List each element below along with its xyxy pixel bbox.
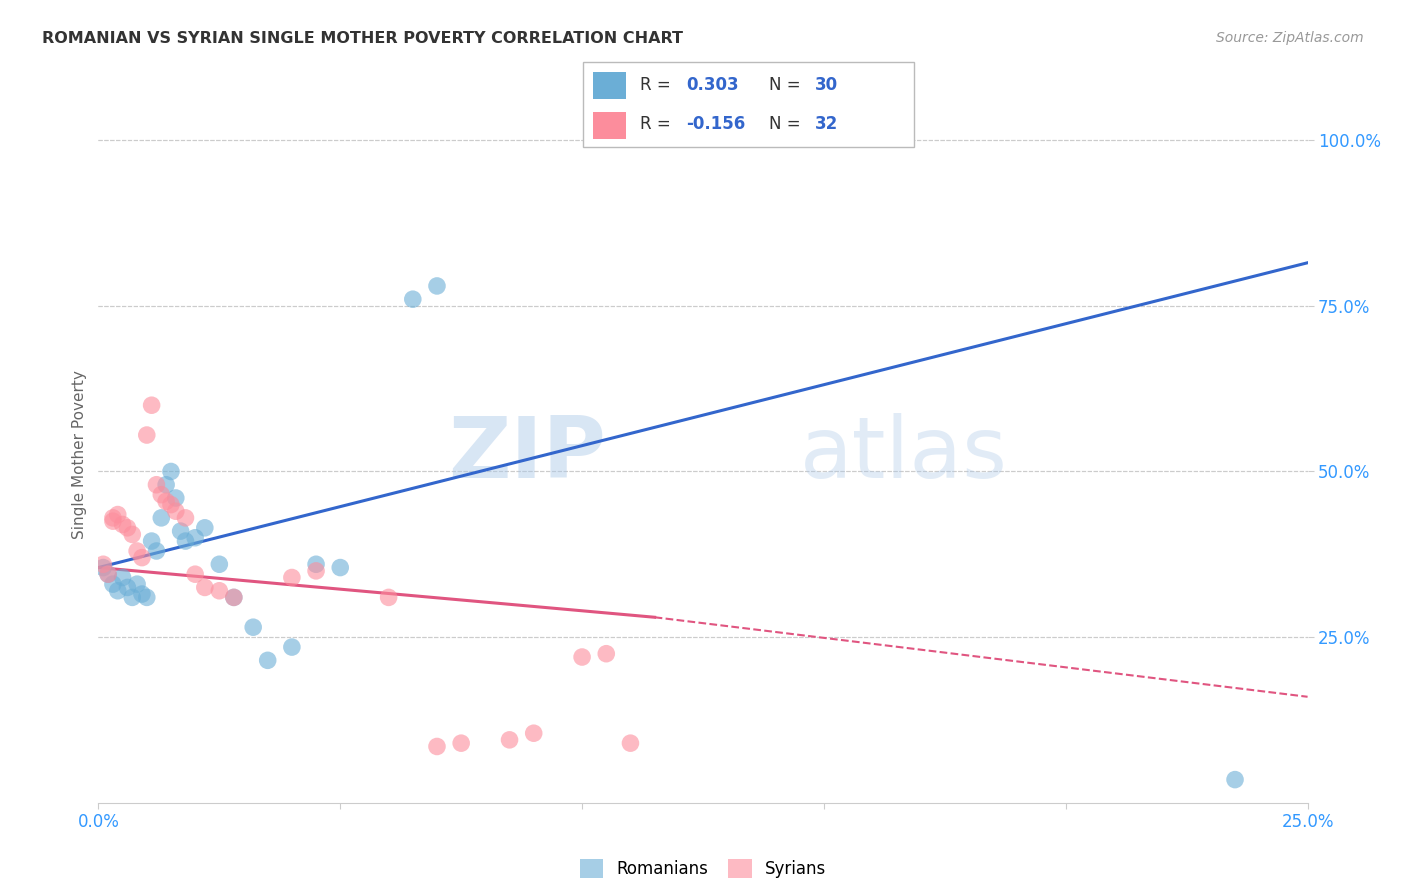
Point: [150, 511, 173, 525]
Point: [194, 581, 217, 595]
Text: 32: 32: [815, 115, 838, 133]
Text: N =: N =: [769, 115, 806, 133]
Point: [145, 544, 167, 558]
Point: [194, 521, 217, 535]
Point: [169, 524, 191, 538]
Point: [174, 534, 197, 549]
FancyBboxPatch shape: [593, 112, 627, 139]
Text: Source: ZipAtlas.com: Source: ZipAtlas.com: [1216, 31, 1364, 45]
Point: [141, 534, 163, 549]
Point: [111, 570, 134, 584]
Point: [150, 488, 173, 502]
Point: [174, 511, 197, 525]
Point: [135, 591, 157, 605]
Text: atlas: atlas: [800, 413, 1008, 497]
Point: [426, 739, 449, 754]
Point: [165, 491, 187, 505]
Text: -0.156: -0.156: [686, 115, 745, 133]
Point: [242, 620, 264, 634]
Point: [305, 558, 328, 572]
Legend: Romanians, Syrians: Romanians, Syrians: [579, 859, 827, 878]
Text: N =: N =: [769, 77, 806, 95]
Point: [1223, 772, 1246, 787]
Point: [595, 647, 617, 661]
Point: [127, 577, 149, 591]
Point: [450, 736, 472, 750]
Point: [498, 732, 520, 747]
Point: [141, 398, 163, 412]
Point: [256, 653, 278, 667]
Point: [165, 504, 187, 518]
Point: [222, 591, 245, 605]
Point: [97, 567, 120, 582]
Point: [329, 560, 352, 574]
Point: [281, 570, 304, 584]
Point: [91, 560, 114, 574]
Point: [91, 558, 114, 572]
Point: [127, 544, 149, 558]
Text: ROMANIAN VS SYRIAN SINGLE MOTHER POVERTY CORRELATION CHART: ROMANIAN VS SYRIAN SINGLE MOTHER POVERTY…: [42, 31, 683, 46]
Point: [523, 726, 546, 740]
Point: [155, 494, 177, 508]
Point: [107, 583, 129, 598]
Point: [145, 477, 167, 491]
FancyBboxPatch shape: [583, 62, 914, 147]
Point: [121, 591, 143, 605]
Point: [121, 527, 143, 541]
Point: [117, 581, 139, 595]
Text: 0.303: 0.303: [686, 77, 738, 95]
Point: [402, 292, 425, 306]
Point: [305, 564, 328, 578]
Point: [208, 558, 231, 572]
Point: [101, 514, 124, 528]
Point: [160, 498, 183, 512]
Point: [571, 650, 593, 665]
Point: [281, 640, 304, 654]
Point: [160, 465, 183, 479]
Text: 30: 30: [815, 77, 838, 95]
Point: [377, 591, 399, 605]
Point: [619, 736, 641, 750]
Text: ZIP: ZIP: [449, 413, 606, 497]
Y-axis label: Single Mother Poverty: Single Mother Poverty: [72, 370, 87, 540]
Text: R =: R =: [640, 77, 676, 95]
Point: [222, 591, 245, 605]
Point: [101, 511, 124, 525]
Point: [135, 428, 157, 442]
Point: [107, 508, 129, 522]
Point: [97, 567, 120, 582]
Point: [131, 587, 153, 601]
Point: [426, 279, 449, 293]
Point: [184, 531, 207, 545]
Point: [101, 577, 124, 591]
Point: [131, 550, 153, 565]
Point: [111, 517, 134, 532]
Point: [117, 521, 139, 535]
Point: [208, 583, 231, 598]
Text: R =: R =: [640, 115, 676, 133]
FancyBboxPatch shape: [593, 71, 627, 99]
Point: [155, 477, 177, 491]
Point: [184, 567, 207, 582]
